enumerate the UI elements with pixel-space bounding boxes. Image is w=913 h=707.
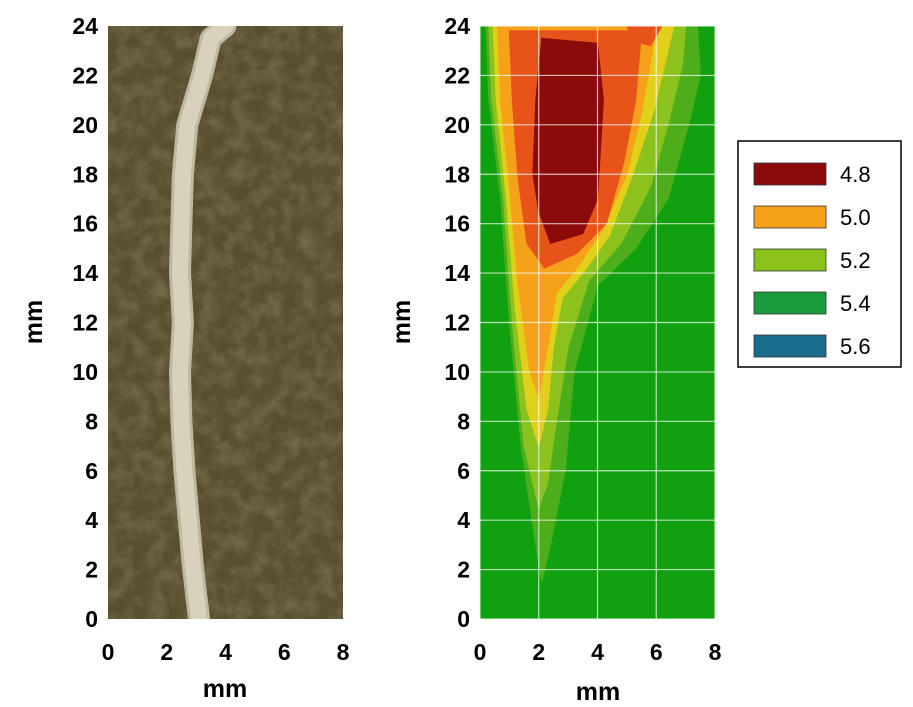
legend-swatch (753, 248, 827, 272)
right-y-tick-label: 16 (444, 211, 470, 237)
left-x-tick-label: 0 (102, 639, 115, 665)
right-x-axis-label: mm (576, 678, 620, 706)
left-y-tick-label: 24 (72, 13, 98, 39)
left-y-tick-label: 12 (72, 310, 98, 336)
left-x-axis-label: mm (203, 675, 247, 703)
right-y-tick-label: 12 (444, 310, 470, 336)
legend-label: 4.8 (840, 162, 871, 187)
left-y-tick-label: 4 (85, 507, 98, 533)
contour-panel (479, 25, 716, 620)
left-x-tick-label: 4 (219, 639, 232, 665)
left-y-tick-label: 20 (72, 112, 98, 138)
right-y-tick-label: 14 (444, 260, 470, 286)
left-y-tick-label: 10 (72, 359, 98, 385)
legend-swatch (753, 334, 827, 358)
right-y-tick-label: 2 (457, 557, 470, 583)
left-y-tick-label: 2 (85, 557, 98, 583)
left-y-tick-label: 6 (85, 458, 98, 484)
right-y-tick-label: 22 (444, 62, 470, 88)
root (172, 26, 234, 619)
legend-label: 5.4 (840, 291, 871, 316)
right-y-tick-label: 24 (444, 13, 470, 39)
right-x-tick-label: 2 (532, 639, 545, 665)
right-x-tick-label: 4 (591, 639, 604, 665)
left-y-tick-label: 14 (72, 260, 98, 286)
left-y-tick-label: 8 (85, 408, 98, 434)
legend: 4.8 5.0 5.2 5.4 5.6 (737, 140, 902, 368)
legend-label: 5.6 (840, 334, 871, 359)
left-y-tick-label: 0 (85, 606, 98, 632)
legend-label: 5.0 (840, 205, 871, 230)
right-y-tick-label: 4 (457, 507, 470, 533)
contour-region-4-9 (626, 26, 663, 47)
legend-label: 5.2 (840, 248, 871, 273)
right-y-tick-label: 6 (457, 458, 470, 484)
right-y-tick-label: 18 (444, 161, 470, 187)
left-y-axis-label: mm (20, 300, 48, 344)
soil-photo-panel (108, 26, 343, 619)
right-y-tick-label: 0 (457, 606, 470, 632)
right-x-tick-label: 6 (650, 639, 663, 665)
left-x-tick-label: 2 (160, 639, 173, 665)
left-x-tick-label: 6 (278, 639, 291, 665)
right-x-tick-label: 0 (474, 639, 487, 665)
right-y-tick-label: 10 (444, 359, 470, 385)
left-y-tick-label: 16 (72, 211, 98, 237)
right-y-tick-label: 8 (457, 408, 470, 434)
left-x-tick-label: 8 (337, 639, 350, 665)
right-y-axis-label: mm (388, 300, 416, 344)
right-x-tick-label: 8 (709, 639, 722, 665)
right-y-tick-label: 20 (444, 112, 470, 138)
legend-swatch (753, 205, 827, 229)
legend-swatch (753, 291, 827, 315)
soil-texture (108, 26, 343, 619)
legend-swatch (753, 162, 827, 186)
left-y-tick-label: 18 (72, 161, 98, 187)
contour-region-4-8 (532, 37, 604, 244)
left-y-tick-label: 22 (72, 62, 98, 88)
